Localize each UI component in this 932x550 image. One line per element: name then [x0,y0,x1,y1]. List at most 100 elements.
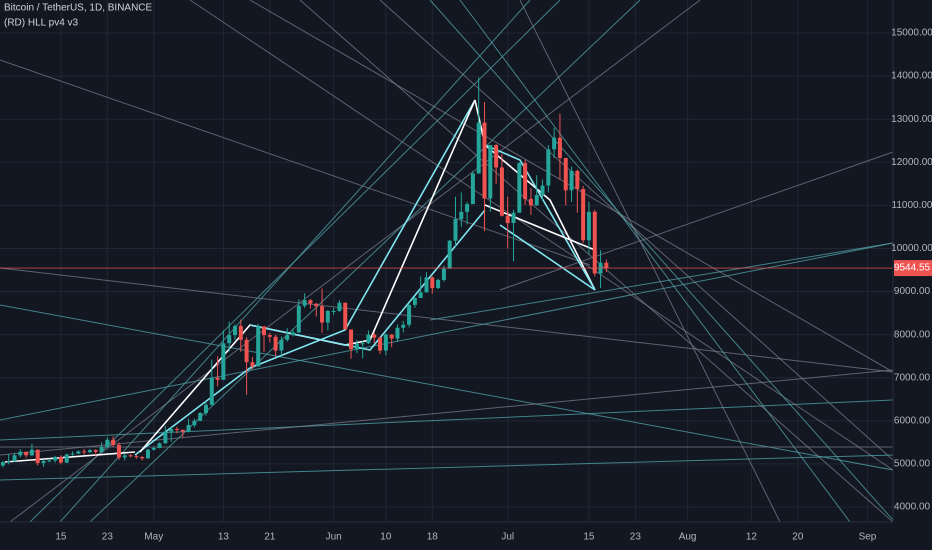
candle-body [366,334,371,344]
candle-body [569,170,574,191]
last-price-label: 9544.55 [894,263,931,274]
candle-body [331,310,336,312]
candle-body [279,339,284,351]
candle-body [174,429,179,431]
candle-body [18,451,23,456]
candle-body [407,304,412,325]
candle-body [192,420,197,426]
candle-body [24,451,29,456]
candle-body [256,326,261,367]
candle-body [238,326,243,340]
x-tick-label: 21 [264,532,276,543]
candle-body [273,336,278,351]
candle-body [87,450,92,453]
y-tick-label: 8000.00 [894,329,931,340]
trend-line [519,0,781,522]
candle-body [586,211,591,241]
candle-body [436,279,441,289]
candle-body [221,343,226,380]
x-tick-label: 23 [630,532,642,543]
candle-body [163,431,168,444]
candle-body [93,450,98,452]
candle-body [424,277,429,293]
y-tick-label: 12000.00 [891,157,932,168]
y-tick-label: 4000.00 [894,502,931,513]
candle-body [186,425,191,432]
candle-body [233,326,237,336]
candle-body [604,262,609,269]
candle-body [105,439,110,448]
y-tick-label: 9000.00 [894,286,931,297]
candle-body [476,122,481,174]
candles [0,77,893,468]
candle-body [511,212,516,224]
time-axis [0,522,932,550]
x-tick-label: 18 [427,532,439,543]
x-tick-label: Jul [501,532,514,543]
x-tick-label: Jun [326,532,342,543]
candle-body [459,211,464,220]
trend-line [0,267,893,373]
zigzag [4,99,596,463]
candle-body [47,460,52,462]
candle-body [12,455,17,462]
candle-body [308,300,313,304]
candle-body [528,198,533,206]
candle-body [482,122,487,199]
indicator-name: (RD) HLL pv4 v3 [4,18,79,29]
y-tick-label: 11000.00 [892,200,932,211]
candle-body [552,137,557,150]
candle-body [401,324,406,328]
candle-body [523,163,528,199]
candle-body [447,240,452,269]
candle-body [227,335,232,344]
x-tick-label: 23 [102,532,114,543]
candle-body [53,457,58,461]
candle-body [128,455,133,457]
candle-body [140,457,145,459]
y-tick-label: 5000.00 [894,459,931,470]
candle-body [441,268,446,280]
x-tick-label: Sep [859,532,877,543]
y-tick-label: 7000.00 [894,372,931,383]
candle-body [111,439,116,445]
candle-body [296,305,301,333]
candle-body [453,219,458,241]
trend-line [429,0,893,521]
trend-line [0,59,591,266]
candle-body [82,451,87,453]
candle-body [360,343,365,345]
candle-body [314,303,319,307]
candle-body [499,167,504,216]
candle-body [198,413,203,421]
candle-body [134,456,139,458]
candle-body [430,277,435,289]
candle-body [29,449,34,456]
candle-body [58,457,63,463]
candle-body [244,339,249,363]
trend-line [89,0,641,522]
candle-body [325,310,330,323]
candle-body [581,188,586,241]
zigzag-line [249,209,486,351]
candle-body [262,326,267,336]
candle-body [378,337,383,351]
candle-body [389,334,394,339]
candle-body [151,447,156,450]
trend-line [379,0,893,461]
x-tick-label: 15 [55,532,67,543]
x-tick-label: Aug [679,532,697,543]
zigzag-line [499,224,596,291]
candle-body [285,335,290,340]
x-tick-label: 20 [792,532,804,543]
trend-line [59,0,531,522]
y-tick-label: 13000.00 [891,114,932,125]
candle-body [291,332,296,336]
chart-title: Bitcoin / TetherUS, 1D, BINANCE [4,3,153,14]
candle-body [412,298,417,305]
candle-body [575,170,580,189]
trend-line [189,0,893,471]
x-tick-label: 13 [218,532,230,543]
